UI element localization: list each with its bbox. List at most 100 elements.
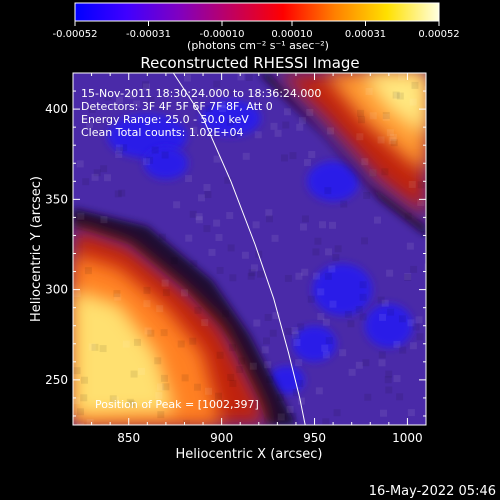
y-tick-label: 350 [45,192,68,206]
noise-pixel [301,268,309,276]
noise-pixel [160,374,168,382]
noise-pixel [407,409,415,417]
noise-pixel [398,73,406,81]
noise-pixel [347,320,355,328]
noise-pixel [392,91,400,99]
noise-pixel [289,152,297,160]
noise-pixel [224,176,232,184]
noise-pixel [254,131,262,139]
noise-pixel [113,290,121,298]
noise-pixel [415,316,423,324]
colorbar-tick-label: 0.00010 [271,29,312,40]
noise-pixel [77,212,85,220]
noise-pixel [133,338,141,346]
noise-pixel [389,133,397,141]
noise-pixel [194,306,202,314]
colorbar-tick-label: -0.00010 [200,29,245,40]
noise-pixel [396,393,404,401]
noise-pixel [213,155,221,163]
noise-pixel [380,409,388,417]
noise-pixel [393,375,401,383]
low-flux-patch [200,100,261,137]
noise-pixel [195,216,203,224]
noise-pixel [369,112,377,120]
noise-pixel [86,120,94,128]
y-tick-label: 300 [45,283,68,297]
noise-pixel [73,290,81,298]
solar-limb-line [172,73,306,425]
noise-pixel [322,418,330,425]
noise-pixel [228,344,236,352]
noise-pixel [213,80,221,88]
noise-pixel [378,359,386,367]
noise-pixel [396,92,404,100]
noise-pixel [185,175,193,183]
x-axis-label: Heliocentric X (arcsec) [176,447,323,462]
noise-pixel [114,190,122,198]
noise-pixel [292,389,300,397]
noise-pixel [162,383,170,391]
noise-pixel [362,359,370,367]
noise-pixel [355,305,363,313]
noise-pixel [248,269,256,277]
x-tick-label: 1000 [392,431,423,445]
noise-pixel [142,81,150,89]
noise-pixel [424,86,426,94]
noise-pixel [319,221,327,229]
noise-pixel [118,189,126,197]
noise-pixel [404,273,412,281]
noise-pixel [390,139,398,147]
noise-pixel [226,118,234,126]
noise-pixel [100,165,108,173]
noise-pixel [230,131,238,139]
noise-pixel [409,342,417,350]
noise-pixel [272,312,280,320]
noise-pixel [80,376,88,384]
noise-pixel [322,318,330,326]
annotations: 15-Nov-2011 18:30:24.000 to 18:36:24.000… [81,87,321,139]
noise-pixel [293,332,301,340]
noise-pixel [237,73,245,81]
low-flux-patch [143,147,188,180]
noise-pixel [195,213,203,221]
noise-pixel [170,257,178,265]
noise-pixel [296,380,304,388]
noise-pixel [293,339,301,347]
noise-pixel [420,230,426,238]
noise-pixel [147,329,155,337]
colorbar-ticks: -0.00052 -0.00031 -0.00010 0.00010 0.00031 0.… [53,21,460,40]
noise-pixel [321,344,329,352]
noise-pixel [73,367,81,375]
noise-pixel [307,295,315,303]
noise-pixel [198,194,206,202]
noise-pixel [274,129,282,137]
noise-pixel [387,308,395,316]
colorbar-tick-label: 0.00052 [418,29,459,40]
colorbar-tick-label: -0.00031 [126,29,171,40]
noise-pixel [409,98,417,106]
colorbar-tick-label: -0.00052 [53,29,98,40]
noise-pixel [404,212,412,220]
noise-pixel [269,329,277,337]
transition-band [73,208,296,425]
noise-pixel [328,265,336,273]
noise-pixel [76,160,84,168]
image-area [73,73,426,425]
noise-pixel [357,109,365,117]
colorbar-tick-label: 0.00031 [345,29,386,40]
noise-pixel [277,413,285,421]
bright-core [360,73,426,137]
y-tick-label: 400 [45,102,68,116]
noise-pixel [91,343,99,351]
noise-pixel [283,108,291,116]
x-tick-label: 850 [117,431,140,445]
noise-pixel [416,333,424,341]
noise-pixel [225,89,233,97]
noise-pixel [247,272,255,280]
noise-pixel [285,327,293,335]
noise-pixel [332,254,340,262]
noise-pixel [216,351,224,359]
colorbar-units: (photons cm⁻² s⁻¹ asec⁻²) [187,39,329,52]
noise-pixel [358,116,366,124]
noise-pixel [424,263,426,271]
